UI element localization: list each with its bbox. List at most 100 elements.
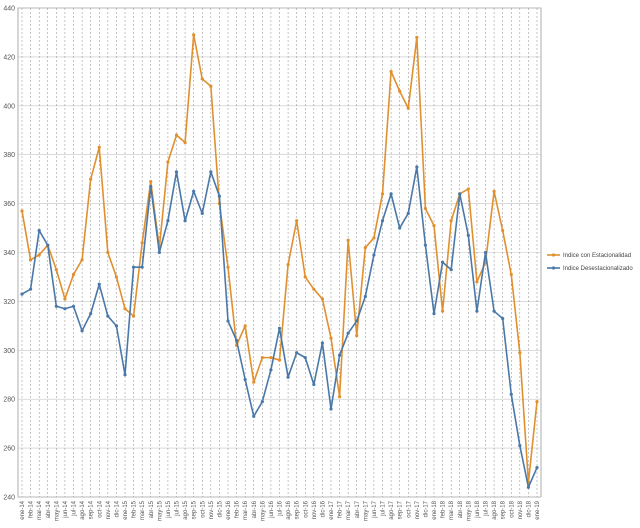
data-point	[80, 258, 84, 262]
x-tick-label: oct-18	[509, 500, 515, 517]
legend-marker	[551, 253, 556, 257]
data-point	[209, 170, 213, 174]
x-tick-label: oct-16	[303, 500, 309, 517]
data-point	[200, 211, 204, 215]
data-point	[277, 326, 282, 330]
x-tick-label: dic-14	[114, 500, 120, 517]
data-point	[355, 334, 359, 338]
x-tick-label: abr-15	[149, 500, 155, 518]
x-tick-label: jun-15	[166, 500, 172, 518]
data-point	[54, 268, 58, 272]
x-tick-label: ago-18	[492, 500, 498, 519]
data-point	[166, 160, 170, 164]
data-point	[372, 253, 376, 257]
y-tick-label: 280	[3, 397, 15, 404]
x-tick-label: oct-17	[406, 500, 412, 517]
x-tick-label: may-15	[157, 500, 163, 521]
x-tick-label: jul-15	[175, 500, 181, 516]
x-tick-label: ene-16	[226, 500, 232, 519]
data-point	[37, 228, 41, 233]
data-point	[63, 307, 67, 311]
x-tick-label: may-17	[363, 500, 369, 521]
legend-label: Indice con Estacionalidad	[563, 253, 631, 259]
data-point	[114, 275, 119, 279]
data-point	[346, 331, 350, 335]
data-point	[449, 219, 453, 223]
x-tick-label: abr-18	[458, 500, 464, 518]
x-tick-label: jul-18	[484, 500, 490, 516]
x-tick-label: oct-14	[97, 500, 103, 517]
data-point	[20, 209, 24, 213]
data-point	[28, 258, 33, 262]
data-point	[286, 375, 290, 379]
x-tick-label: jul-14	[72, 500, 78, 516]
x-tick-label: may-16	[260, 500, 266, 521]
data-point	[37, 253, 41, 257]
data-point	[535, 400, 539, 404]
x-tick-label: sep-17	[398, 500, 404, 519]
data-point	[406, 106, 410, 110]
data-point	[389, 192, 393, 196]
data-point	[337, 395, 342, 399]
x-tick-label: feb-17	[338, 500, 344, 518]
data-point	[28, 287, 33, 291]
x-tick-label: feb-14	[29, 500, 35, 518]
data-point	[466, 233, 470, 237]
x-tick-label: nov-18	[518, 500, 524, 519]
x-tick-label: nov-17	[415, 500, 421, 519]
x-tick-label: jun-18	[475, 500, 481, 518]
data-point	[303, 356, 307, 360]
legend-label: Indice Desestacionalizado	[563, 266, 633, 272]
y-tick-label: 320	[3, 299, 15, 306]
data-point	[71, 304, 76, 308]
x-tick-label: jun-17	[372, 500, 378, 518]
x-tick-label: dic-17	[423, 500, 429, 517]
data-point	[423, 243, 428, 247]
data-point	[217, 194, 222, 198]
data-point	[363, 294, 367, 299]
data-point	[466, 187, 470, 191]
data-point	[492, 309, 496, 313]
x-tick-label: feb-16	[235, 500, 241, 518]
x-tick-label: ago-15	[183, 500, 189, 519]
data-point	[518, 444, 522, 448]
x-tick-label: sep-14	[89, 500, 95, 519]
legend: Indice con Estacionalidad Indice Desestac…	[547, 253, 633, 272]
data-point	[243, 378, 247, 382]
data-point	[423, 206, 428, 211]
data-point	[131, 265, 136, 269]
data-point	[440, 309, 445, 313]
data-point	[526, 485, 531, 489]
legend-item: Indice con Estacionalidad	[547, 253, 631, 259]
x-tick-label: ene-19	[535, 500, 541, 519]
data-point	[501, 228, 505, 233]
data-point	[415, 35, 419, 39]
data-point	[432, 224, 436, 228]
x-tick-label: ene-18	[432, 500, 438, 519]
x-tick-label: mar-16	[243, 500, 249, 520]
data-point	[380, 192, 385, 196]
data-point	[252, 380, 256, 384]
x-tick-label: sep-15	[192, 500, 198, 519]
series-layer	[20, 33, 539, 489]
data-point	[492, 189, 496, 193]
data-point	[355, 319, 359, 323]
x-tick-label: mar-17	[346, 500, 352, 520]
data-point	[483, 250, 488, 255]
data-point	[277, 358, 282, 362]
data-point	[509, 272, 513, 277]
data-point	[260, 356, 264, 360]
data-point	[363, 246, 367, 250]
y-tick-label: 300	[3, 348, 15, 355]
data-point	[380, 219, 385, 223]
x-tick-label: may-18	[466, 500, 472, 521]
x-tick-label: ene-15	[123, 500, 129, 519]
data-point	[89, 312, 93, 316]
data-point	[192, 189, 196, 193]
y-tick-label: 400	[3, 103, 15, 110]
x-tick-label: jun-16	[269, 500, 275, 518]
data-point	[89, 177, 93, 181]
data-point	[226, 319, 230, 323]
y-tick-label: 260	[3, 446, 15, 453]
